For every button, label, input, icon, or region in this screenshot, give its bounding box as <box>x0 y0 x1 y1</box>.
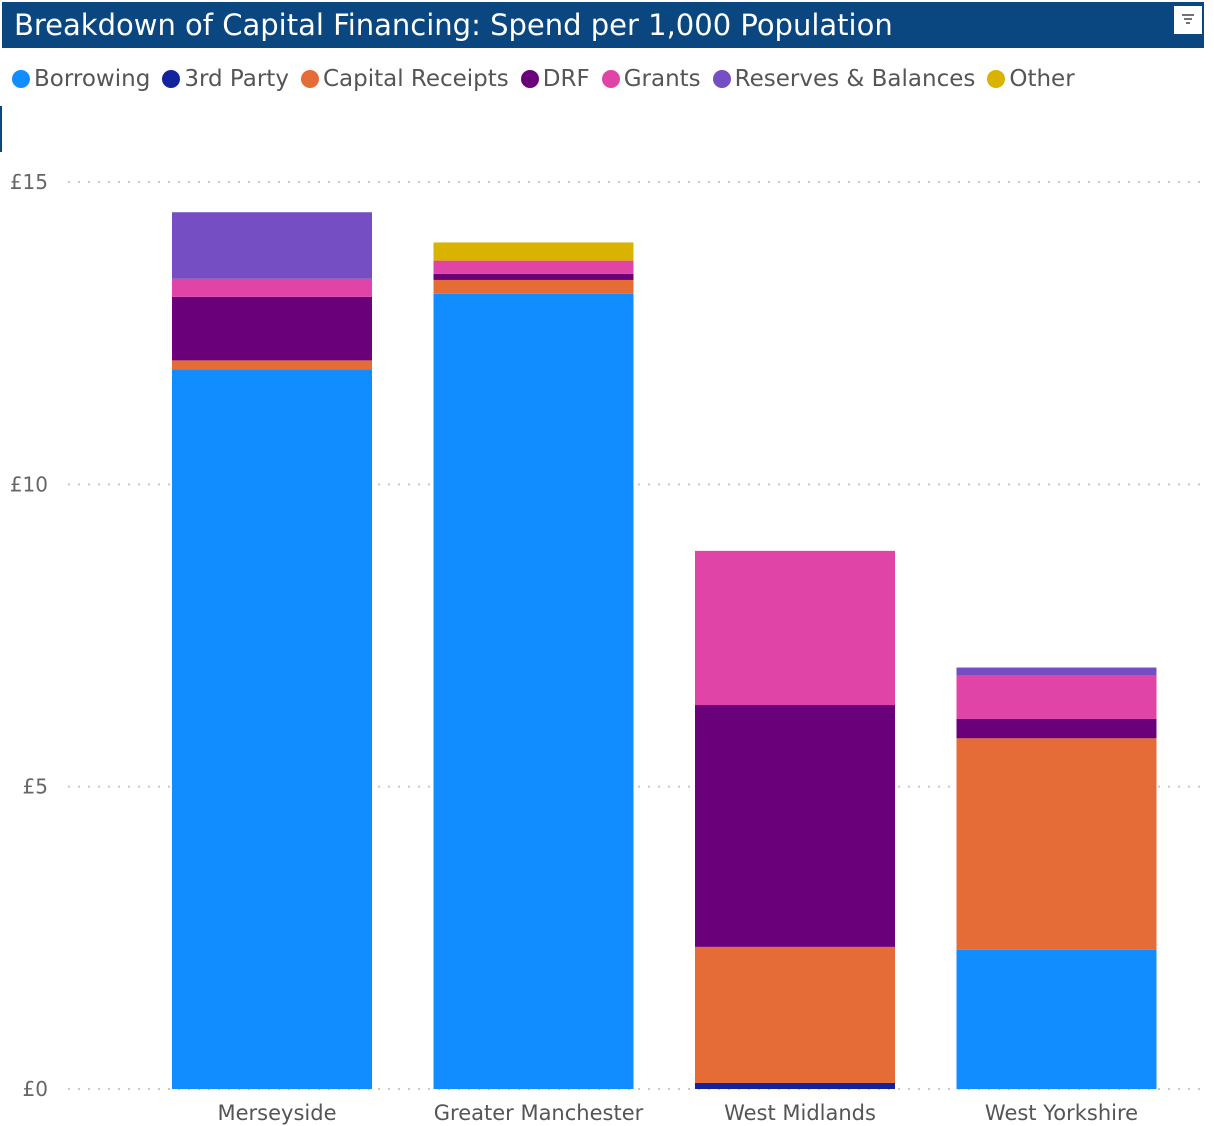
legend-dot <box>520 70 539 88</box>
bar-segment-capital-receipts[interactable] <box>695 946 895 1083</box>
y-tick-label: £5 <box>23 775 48 799</box>
x-category-label: West Yorkshire <box>985 1101 1138 1125</box>
chart-title-bar: Breakdown of Capital Financing: Spend pe… <box>2 2 1204 48</box>
bar-segment-reserves-balances[interactable] <box>956 667 1157 676</box>
legend-dot <box>987 70 1006 88</box>
chart-title: Breakdown of Capital Financing: Spend pe… <box>14 8 893 42</box>
legend-label: Grants <box>623 66 701 92</box>
legend-item-reserves-balances[interactable]: Reserves & Balances <box>712 66 976 92</box>
legend-label: Reserves & Balances <box>734 66 976 92</box>
legend-label: Capital Receipts <box>322 66 509 92</box>
legend-item-grants[interactable]: Grants <box>601 66 701 92</box>
legend-item-drf[interactable]: DRF <box>520 66 590 92</box>
x-category-label: Greater Manchester <box>434 1101 644 1125</box>
legend-item-capital-receipts[interactable]: Capital Receipts <box>300 66 509 92</box>
x-category-label: Merseyside <box>218 1101 337 1125</box>
bar-segment-grants[interactable] <box>172 278 372 297</box>
bar-segment-reserves-balances[interactable] <box>172 212 372 279</box>
legend-dot <box>712 70 731 88</box>
bar-segment-drf[interactable] <box>695 705 895 947</box>
chart-legend: Borrowing 3rd Party Capital Receipts DRF… <box>12 62 1087 96</box>
bar-segment-borrowing[interactable] <box>172 369 372 1089</box>
x-category-label: West Midlands <box>724 1101 876 1125</box>
legend-dot <box>300 70 319 88</box>
legend-item-other[interactable]: Other <box>987 66 1075 92</box>
legend-dot <box>601 70 620 88</box>
legend-label: 3rd Party <box>184 66 289 92</box>
legend-item-3rd-party[interactable]: 3rd Party <box>162 66 289 92</box>
y-tick-label: £10 <box>10 472 48 496</box>
bar-segment-drf[interactable] <box>172 296 372 361</box>
legend-label: Other <box>1009 66 1075 92</box>
legend-dot <box>12 70 30 88</box>
bar-segment-drf[interactable] <box>433 273 634 280</box>
bar-segment-grants[interactable] <box>695 550 895 706</box>
legend-dot <box>162 70 181 88</box>
legend-item-borrowing[interactable]: Borrowing <box>12 66 150 92</box>
focus-indicator <box>0 106 2 152</box>
bar-segment-drf[interactable] <box>956 718 1157 739</box>
bar-segment-3rd-party[interactable] <box>695 1082 895 1089</box>
legend-label: Borrowing <box>34 66 151 92</box>
bar-segment-grants[interactable] <box>433 260 634 274</box>
legend-label: DRF <box>542 66 590 92</box>
bar-segment-borrowing[interactable] <box>956 949 1157 1089</box>
bar-segment-other[interactable] <box>433 242 634 261</box>
bar-segment-borrowing[interactable] <box>433 293 634 1089</box>
y-tick-label: £15 <box>10 170 48 194</box>
bar-segment-capital-receipts[interactable] <box>956 738 1157 950</box>
bar-segment-capital-receipts[interactable] <box>433 279 634 294</box>
filter-icon[interactable] <box>1174 6 1202 34</box>
bar-segment-capital-receipts[interactable] <box>172 360 372 370</box>
bar-segment-grants[interactable] <box>956 675 1157 719</box>
y-tick-label: £0 <box>23 1077 48 1101</box>
